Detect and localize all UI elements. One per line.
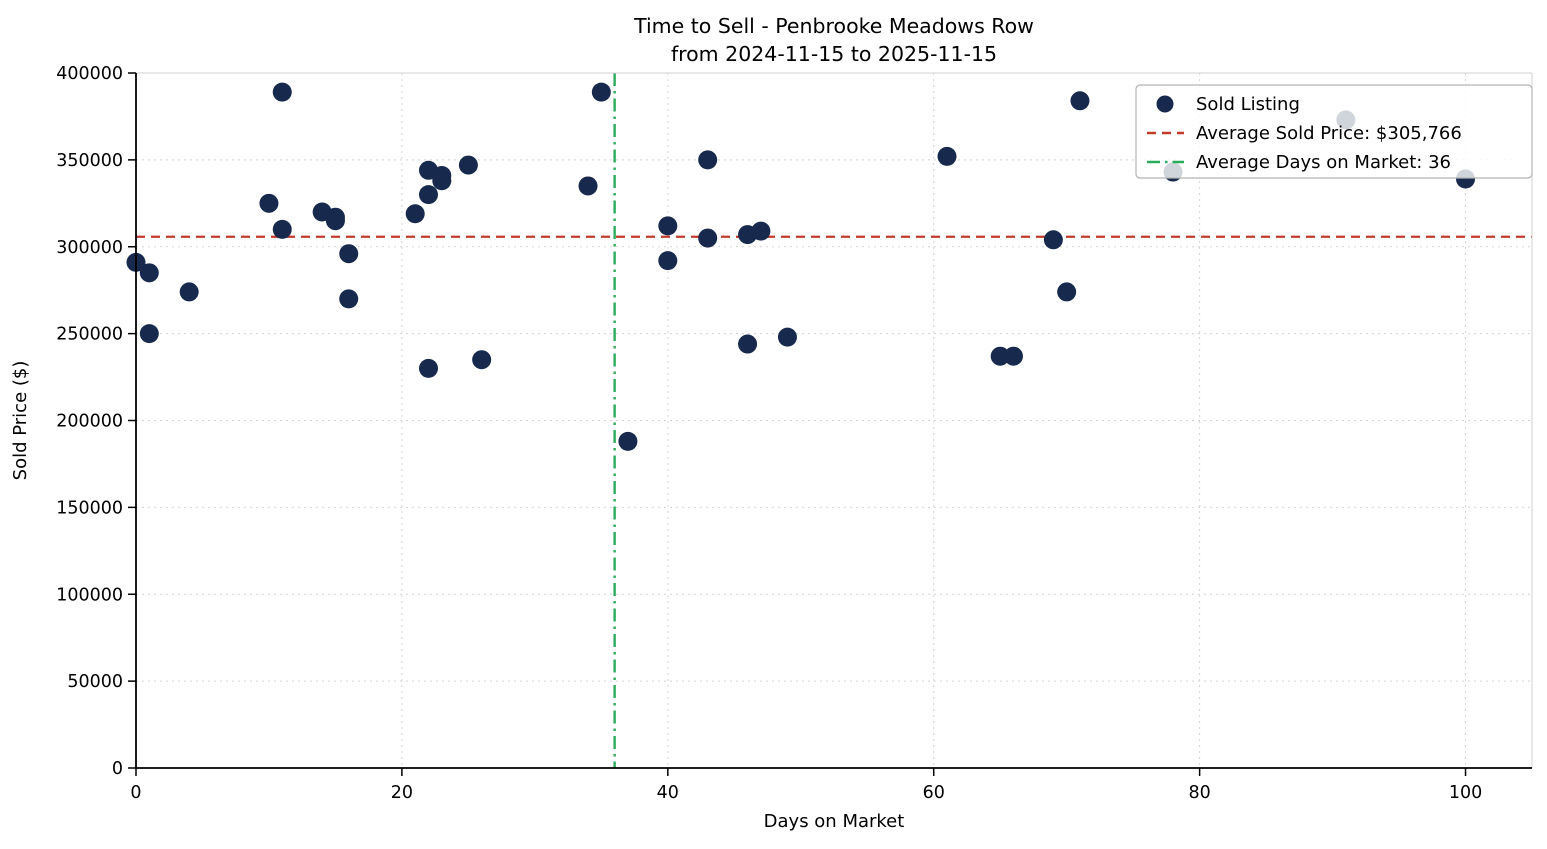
scatter-point <box>618 431 638 451</box>
scatter-point <box>698 150 718 170</box>
scatter-point <box>432 171 452 191</box>
scatter-point <box>1003 346 1023 366</box>
scatter-point <box>418 185 438 205</box>
scatter-point <box>458 155 478 175</box>
x-tick-label: 20 <box>391 783 413 803</box>
scatter-point <box>990 346 1010 366</box>
legend-marker-sold-listing <box>1156 95 1174 113</box>
scatter-point <box>1070 91 1090 111</box>
scatter-point <box>1043 230 1063 250</box>
scatter-point <box>272 82 292 102</box>
scatter-point <box>698 228 718 248</box>
scatter-point <box>472 350 492 370</box>
scatter-point <box>937 146 957 166</box>
scatter-point <box>751 221 771 241</box>
x-tick-label: 40 <box>657 783 679 803</box>
y-tick-label: 100000 <box>56 585 123 605</box>
x-tick-label: 60 <box>923 783 945 803</box>
legend-label: Average Days on Market: 36 <box>1196 152 1451 173</box>
scatter-point <box>272 219 292 239</box>
scatter-point <box>339 244 359 264</box>
scatter-point <box>259 193 279 213</box>
scatter-point <box>591 82 611 102</box>
y-tick-label: 200000 <box>56 412 123 432</box>
y-tick-label: 50000 <box>67 672 123 692</box>
scatter-point <box>139 324 159 344</box>
legend-label: Average Sold Price: $305,766 <box>1196 123 1462 144</box>
y-tick-label: 350000 <box>56 151 123 171</box>
scatter-point <box>658 216 678 236</box>
x-tick-label: 100 <box>1449 783 1482 803</box>
scatter-point <box>405 204 425 224</box>
scatter-point <box>179 282 199 302</box>
y-tick-label: 400000 <box>56 64 123 84</box>
y-tick-label: 300000 <box>56 238 123 258</box>
y-tick-label: 0 <box>112 759 123 779</box>
legend-label: Sold Listing <box>1196 94 1300 115</box>
x-tick-label: 80 <box>1188 783 1210 803</box>
scatter-point <box>418 358 438 378</box>
scatter-point <box>1057 282 1077 302</box>
y-tick-label: 250000 <box>56 325 123 345</box>
x-tick-label: 0 <box>130 783 141 803</box>
scatter-point <box>658 251 678 271</box>
scatter-point <box>578 176 598 196</box>
scatter-point <box>738 334 758 354</box>
scatter-point <box>325 211 345 231</box>
chart-subtitle: from 2024-11-15 to 2025-11-15 <box>671 42 997 66</box>
scatter-point <box>139 263 159 283</box>
legend-box <box>1135 84 1533 179</box>
y-tick-label: 150000 <box>56 498 123 518</box>
y-axis-label: Sold Price ($) <box>10 361 31 481</box>
chart-title: Time to Sell - Penbrooke Meadows Row <box>633 14 1034 38</box>
scatter-point <box>777 327 797 347</box>
scatter-point <box>339 289 359 309</box>
x-axis-label: Days on Market <box>764 811 905 832</box>
